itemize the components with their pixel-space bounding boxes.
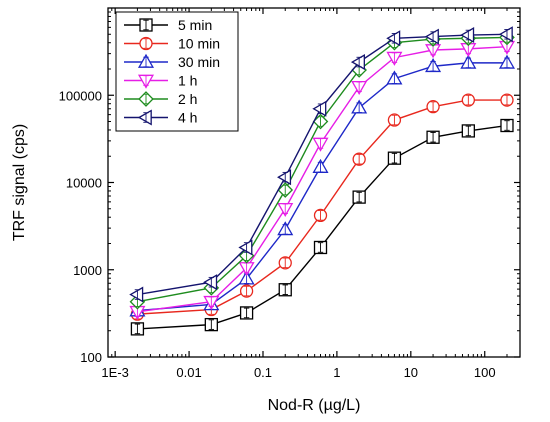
y-tick-label: 1000 <box>73 263 102 278</box>
y-axis: 100 1000 10000 100000 <box>59 11 520 365</box>
series-4-h <box>129 26 513 303</box>
x-tick-label: 10 <box>404 365 418 380</box>
legend-box <box>115 11 239 132</box>
legend-item: 5 min <box>124 17 212 33</box>
data-point <box>129 286 144 303</box>
data-point <box>277 169 292 186</box>
data-point <box>424 28 439 45</box>
legend-item: 1 h <box>124 73 197 89</box>
legend-marker <box>137 109 152 126</box>
legend: 5 min 10 min 30 min 1 h 2 h 4 h <box>115 11 239 132</box>
series-layer <box>129 26 516 336</box>
series-line <box>137 99 507 315</box>
legend-item: 4 h <box>124 109 197 126</box>
y-tick-label: 10000 <box>66 176 102 191</box>
legend-label: 5 min <box>178 17 212 33</box>
series-line <box>137 36 507 303</box>
series-line <box>137 46 508 313</box>
legend-item: 2 h <box>124 91 197 107</box>
data-point <box>312 100 327 117</box>
legend-label: 2 h <box>178 91 197 107</box>
legend-label: 10 min <box>178 36 220 52</box>
x-axis: 1E-3 0.01 0.1 1 10 100 <box>101 8 521 380</box>
legend-item: 30 min <box>124 53 220 70</box>
data-point <box>350 54 365 71</box>
legend-label: 4 h <box>178 110 197 126</box>
x-tick-label: 1E-3 <box>101 365 128 380</box>
y-tick-label: 100 <box>80 350 102 365</box>
legend-item: 10 min <box>124 36 220 52</box>
data-point <box>203 274 218 291</box>
data-point <box>386 30 401 47</box>
x-tick-label: 1 <box>333 365 340 380</box>
data-point <box>460 27 475 44</box>
y-tick-label: 100000 <box>59 88 102 103</box>
x-tick-label: 100 <box>474 365 496 380</box>
legend-label: 30 min <box>178 54 220 70</box>
x-axis-title: Nod-R (µg/L) <box>268 397 361 414</box>
series-1-h <box>129 40 516 320</box>
series-line <box>137 124 508 330</box>
y-axis-title: TRF signal (cps) <box>11 124 28 241</box>
x-tick-label: 0.1 <box>254 365 272 380</box>
data-point <box>238 239 253 256</box>
series-5-min <box>130 118 514 336</box>
legend-label: 1 h <box>178 73 197 89</box>
series-line <box>137 62 507 312</box>
x-tick-label: 0.01 <box>176 365 201 380</box>
data-point <box>498 26 513 43</box>
series-line <box>137 33 507 296</box>
